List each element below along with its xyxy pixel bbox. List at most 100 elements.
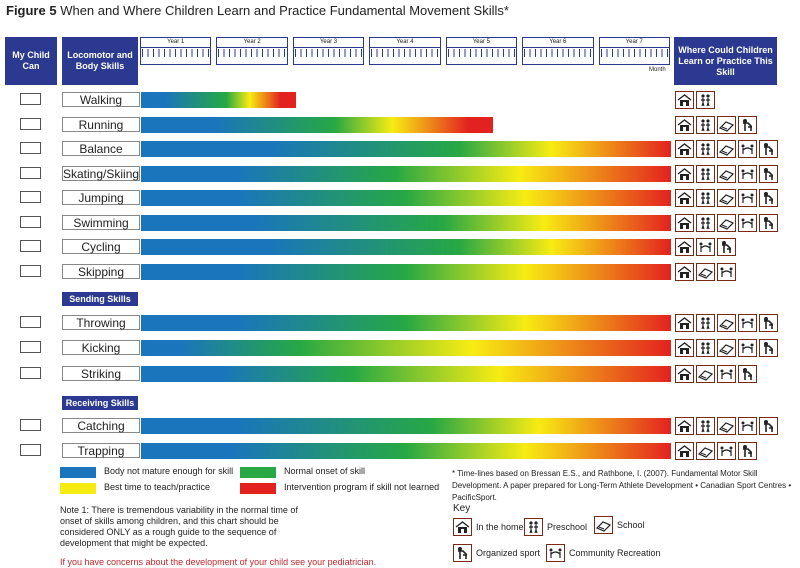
my-child-can-checkbox[interactable] [20,367,41,379]
where-icons [675,91,715,109]
where-icons [675,165,778,183]
sport-icon [717,238,736,256]
community-icon [738,339,757,357]
year-label: Year 3 [293,38,364,48]
skill-label: Skating/Skiing [62,166,140,181]
home-icon [675,314,694,332]
school-icon [717,189,736,207]
year-label: Year 2 [217,38,287,48]
home-icon [675,417,694,435]
community-icon [696,238,715,256]
community-icon [738,314,757,332]
legend-label: Best time to teach/practice [104,482,211,492]
section-header: Sending Skills [62,292,138,306]
month-ticks [371,49,439,57]
my-child-can-checkbox[interactable] [20,118,41,130]
year-label: Year 5 [446,38,517,48]
legend-label: Normal onset of skill [284,466,366,476]
skill-timeline-bar [141,443,671,459]
skill-label: Striking [62,366,140,381]
preschool-icon [696,165,715,183]
skill-label: Trapping [62,443,140,458]
variability-note: Note 1: There is tremendous variability … [60,505,298,548]
legend-label: Intervention program if skill not learne… [284,482,440,492]
school-icon [717,339,736,357]
my-child-can-checkbox[interactable] [20,265,41,277]
community-icon [717,365,736,383]
community-icon [738,140,757,158]
key-title: Key [453,503,471,514]
school-icon [696,365,715,383]
community-icon [738,417,757,435]
legend-swatch [240,467,276,478]
preschool-icon [524,518,543,536]
sport-icon [759,339,778,357]
preschool-icon [696,339,715,357]
my-child-can-checkbox[interactable] [20,419,41,431]
year-3-header: Year 3 [292,37,365,65]
preschool-icon [696,314,715,332]
my-child-can-checkbox[interactable] [20,142,41,154]
where-icons [675,339,778,357]
skill-timeline-bar [141,141,671,157]
home-icon [675,214,694,232]
where-icons [675,189,778,207]
home-icon [675,91,694,109]
preschool-icon [696,91,715,109]
my-child-can-checkbox[interactable] [20,216,41,228]
skill-label: Catching [62,418,140,433]
year-2-header: Year 2 [216,37,288,65]
sport-icon [759,314,778,332]
month-label: Month [649,67,666,73]
figure-number: Figure 5 [6,3,57,18]
where-icons [675,140,778,158]
sport-icon [759,214,778,232]
where-icons [675,442,757,460]
my-child-can-checkbox[interactable] [20,191,41,203]
sport-icon [759,417,778,435]
home-icon [675,442,694,460]
community-icon [546,544,565,562]
where-icons [675,238,736,256]
key-label: In the home [476,522,524,532]
my-child-can-checkbox[interactable] [20,341,41,353]
sport-icon [759,140,778,158]
pediatrician-warning: If you have concerns about the developme… [60,557,377,567]
home-icon [675,339,694,357]
legend-swatch [60,467,96,478]
home-icon [675,165,694,183]
skill-label: Swimming [62,215,140,230]
my-child-can-checkbox[interactable] [20,444,41,456]
year-5-header: Year 5 [445,37,518,65]
skill-label: Throwing [62,315,140,330]
month-ticks [294,49,363,57]
preschool-icon [696,214,715,232]
home-icon [675,140,694,158]
year-7-header: Year 7 [598,37,670,65]
community-icon [738,214,757,232]
where-icons [675,314,778,332]
my-child-can-checkbox[interactable] [20,240,41,252]
community-icon [717,263,736,281]
sport-icon [759,165,778,183]
section-header: Receiving Skills [62,396,138,410]
key-label: Community Recreation [569,548,661,558]
figure-title: Figure 5 When and Where Children Learn a… [6,3,509,18]
skill-timeline-bar [141,117,494,133]
school-icon [696,263,715,281]
my-child-can-checkbox[interactable] [20,167,41,179]
skill-timeline-bar [141,315,671,331]
month-ticks [524,49,592,57]
where-icons [675,214,778,232]
sport-icon [453,544,472,562]
where-icons [675,263,736,281]
my-child-can-checkbox[interactable] [20,316,41,328]
school-icon [696,442,715,460]
skill-timeline-bar [141,190,671,206]
month-ticks [447,49,516,57]
my-child-can-checkbox[interactable] [20,93,41,105]
legend-swatch [60,483,96,494]
school-icon [594,516,613,534]
home-icon [675,238,694,256]
community-icon [717,442,736,460]
